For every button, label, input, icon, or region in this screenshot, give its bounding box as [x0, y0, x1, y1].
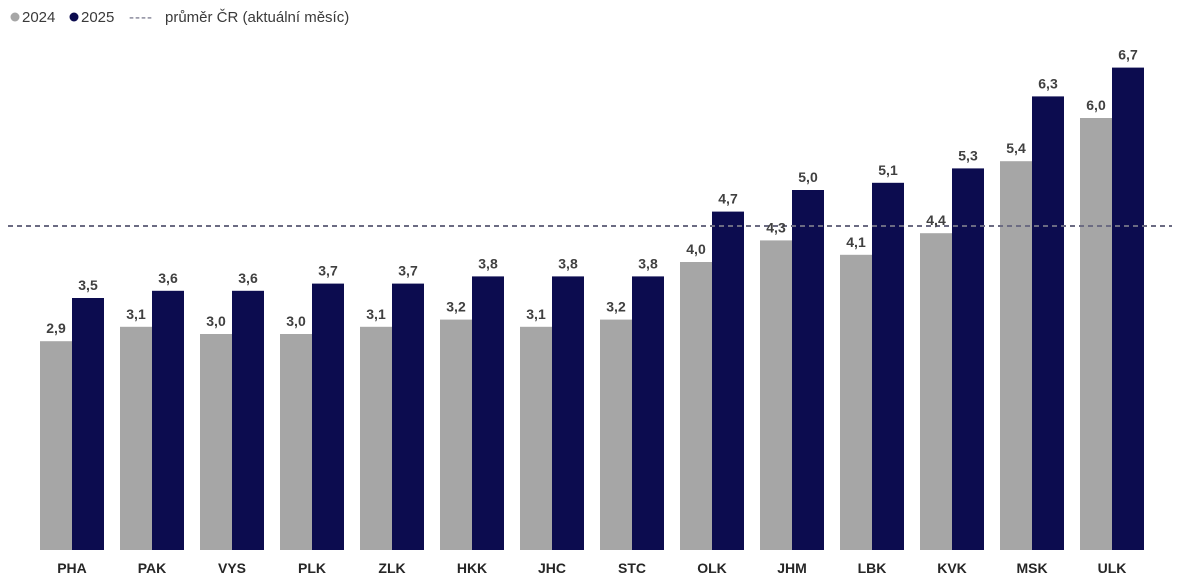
- bars: [40, 67, 1144, 551]
- bar-2025-plk: [312, 283, 344, 550]
- bar-2025-zlk: [392, 283, 424, 550]
- bar-2025-stc: [632, 276, 664, 550]
- data-label-2024-lbk: 4,1: [846, 234, 866, 250]
- category-label-jhc: JHC: [538, 560, 566, 576]
- data-label-2025-vys: 3,6: [238, 270, 258, 286]
- category-label-kvk: KVK: [937, 560, 967, 576]
- category-label-ulk: ULK: [1098, 560, 1127, 576]
- bar-2024-stc: [600, 319, 632, 550]
- data-label-2025-pak: 3,6: [158, 270, 178, 286]
- bar-2024-msk: [1000, 161, 1032, 550]
- data-label-2024-vys: 3,0: [206, 313, 226, 329]
- legend-label-2025: 2025: [81, 9, 114, 26]
- bar-2024-hkk: [440, 319, 472, 550]
- category-label-stc: STC: [618, 560, 646, 576]
- bar-2024-plk: [280, 334, 312, 550]
- legend-marker-2024: [10, 12, 20, 22]
- category-label-hkk: HKK: [457, 560, 487, 576]
- bar-2025-kvk: [952, 168, 984, 550]
- bar-2024-olk: [680, 262, 712, 550]
- data-label-2025-pha: 3,5: [78, 277, 98, 293]
- bar-2024-lbk: [840, 254, 872, 551]
- category-label-pha: PHA: [57, 560, 87, 576]
- bar-2024-jhm: [760, 240, 792, 550]
- category-label-zlk: ZLK: [378, 560, 405, 576]
- bar-2024-pak: [120, 326, 152, 550]
- data-labels: 2,9 3,5 3,1 3,6 3,0 3,6 3,0 3,7 3,1 3,7 3,2 3,8 3,1 3…: [46, 47, 1138, 337]
- data-label-2025-jhc: 3,8: [558, 255, 578, 271]
- data-label-2025-lbk: 5,1: [878, 162, 898, 178]
- bar-2025-pak: [152, 290, 184, 550]
- data-label-2025-plk: 3,7: [318, 263, 338, 279]
- bar-2024-ulk: [1080, 118, 1112, 550]
- category-label-pak: PAK: [138, 560, 167, 576]
- bar-2024-kvk: [920, 233, 952, 550]
- legend-marker-2025: [69, 12, 79, 22]
- bar-2025-pha: [72, 298, 104, 550]
- data-label-2025-hkk: 3,8: [478, 255, 498, 271]
- data-label-2025-msk: 6,3: [1038, 75, 1058, 91]
- data-label-2025-jhm: 5,0: [798, 169, 818, 185]
- legend-dash-symbol: ----: [129, 9, 153, 26]
- data-label-2024-plk: 3,0: [286, 313, 306, 329]
- data-label-2024-pha: 2,9: [46, 320, 66, 336]
- data-label-2024-ulk: 6,0: [1086, 97, 1106, 113]
- category-label-vys: VYS: [218, 560, 246, 576]
- legend: 2024 2025 ---- průměr ČR (aktuální měsíc…: [10, 9, 349, 26]
- bar-2025-lbk: [872, 182, 904, 551]
- category-labels: PHA PAK VYS PLK ZLK HKK JHC STC OLK JHM LBK KVK MSK U…: [57, 560, 1126, 576]
- data-label-2024-msk: 5,4: [1006, 140, 1026, 156]
- legend-label-2024: 2024: [22, 9, 55, 26]
- bar-2025-ulk: [1112, 67, 1144, 550]
- data-label-2024-hkk: 3,2: [446, 299, 466, 315]
- bar-2025-olk: [712, 211, 744, 550]
- bar-2024-jhc: [520, 326, 552, 550]
- data-label-2025-zlk: 3,7: [398, 263, 418, 279]
- bar-2024-vys: [200, 334, 232, 550]
- category-label-lbk: LBK: [858, 560, 887, 576]
- data-label-2024-kvk: 4,4: [926, 212, 946, 228]
- legend-label-average: průměr ČR (aktuální měsíc): [165, 9, 349, 26]
- bar-2024-pha: [40, 341, 72, 550]
- bar-2025-vys: [232, 290, 264, 550]
- bar-2025-hkk: [472, 276, 504, 550]
- bar-2025-jhc: [552, 276, 584, 550]
- data-label-2025-stc: 3,8: [638, 255, 658, 271]
- data-label-2025-olk: 4,7: [718, 191, 738, 207]
- bar-2024-zlk: [360, 326, 392, 550]
- data-label-2024-jhc: 3,1: [526, 306, 546, 322]
- data-label-2025-ulk: 6,7: [1118, 47, 1138, 63]
- category-label-jhm: JHM: [777, 560, 807, 576]
- data-label-2024-olk: 4,0: [686, 241, 706, 257]
- data-label-2025-kvk: 5,3: [958, 147, 978, 163]
- category-label-olk: OLK: [697, 560, 727, 576]
- data-label-2024-zlk: 3,1: [366, 306, 386, 322]
- data-label-2024-pak: 3,1: [126, 306, 146, 322]
- data-label-2024-stc: 3,2: [606, 299, 626, 315]
- category-label-plk: PLK: [298, 560, 326, 576]
- bar-2025-jhm: [792, 190, 824, 550]
- bar-2025-msk: [1032, 96, 1064, 551]
- data-label-2024-jhm: 4,3: [766, 219, 786, 235]
- category-label-msk: MSK: [1016, 560, 1047, 576]
